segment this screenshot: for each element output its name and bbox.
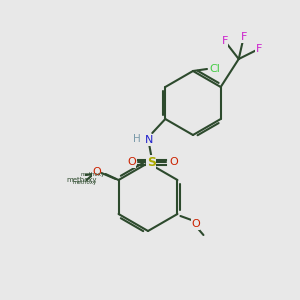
Text: methoxy: methoxy [81, 172, 105, 177]
Text: N: N [145, 135, 154, 145]
Text: Cl: Cl [210, 64, 220, 74]
Text: methoxy: methoxy [72, 180, 97, 185]
Text: H: H [134, 134, 141, 144]
Text: O: O [191, 219, 200, 229]
Text: S: S [147, 155, 156, 169]
Text: methoxy: methoxy [66, 177, 97, 183]
Text: F: F [256, 44, 262, 54]
Text: O: O [92, 167, 101, 177]
Text: O: O [92, 168, 101, 178]
Text: F: F [221, 36, 228, 46]
Text: O: O [127, 157, 136, 167]
Text: O: O [169, 157, 178, 167]
Text: F: F [241, 32, 247, 42]
